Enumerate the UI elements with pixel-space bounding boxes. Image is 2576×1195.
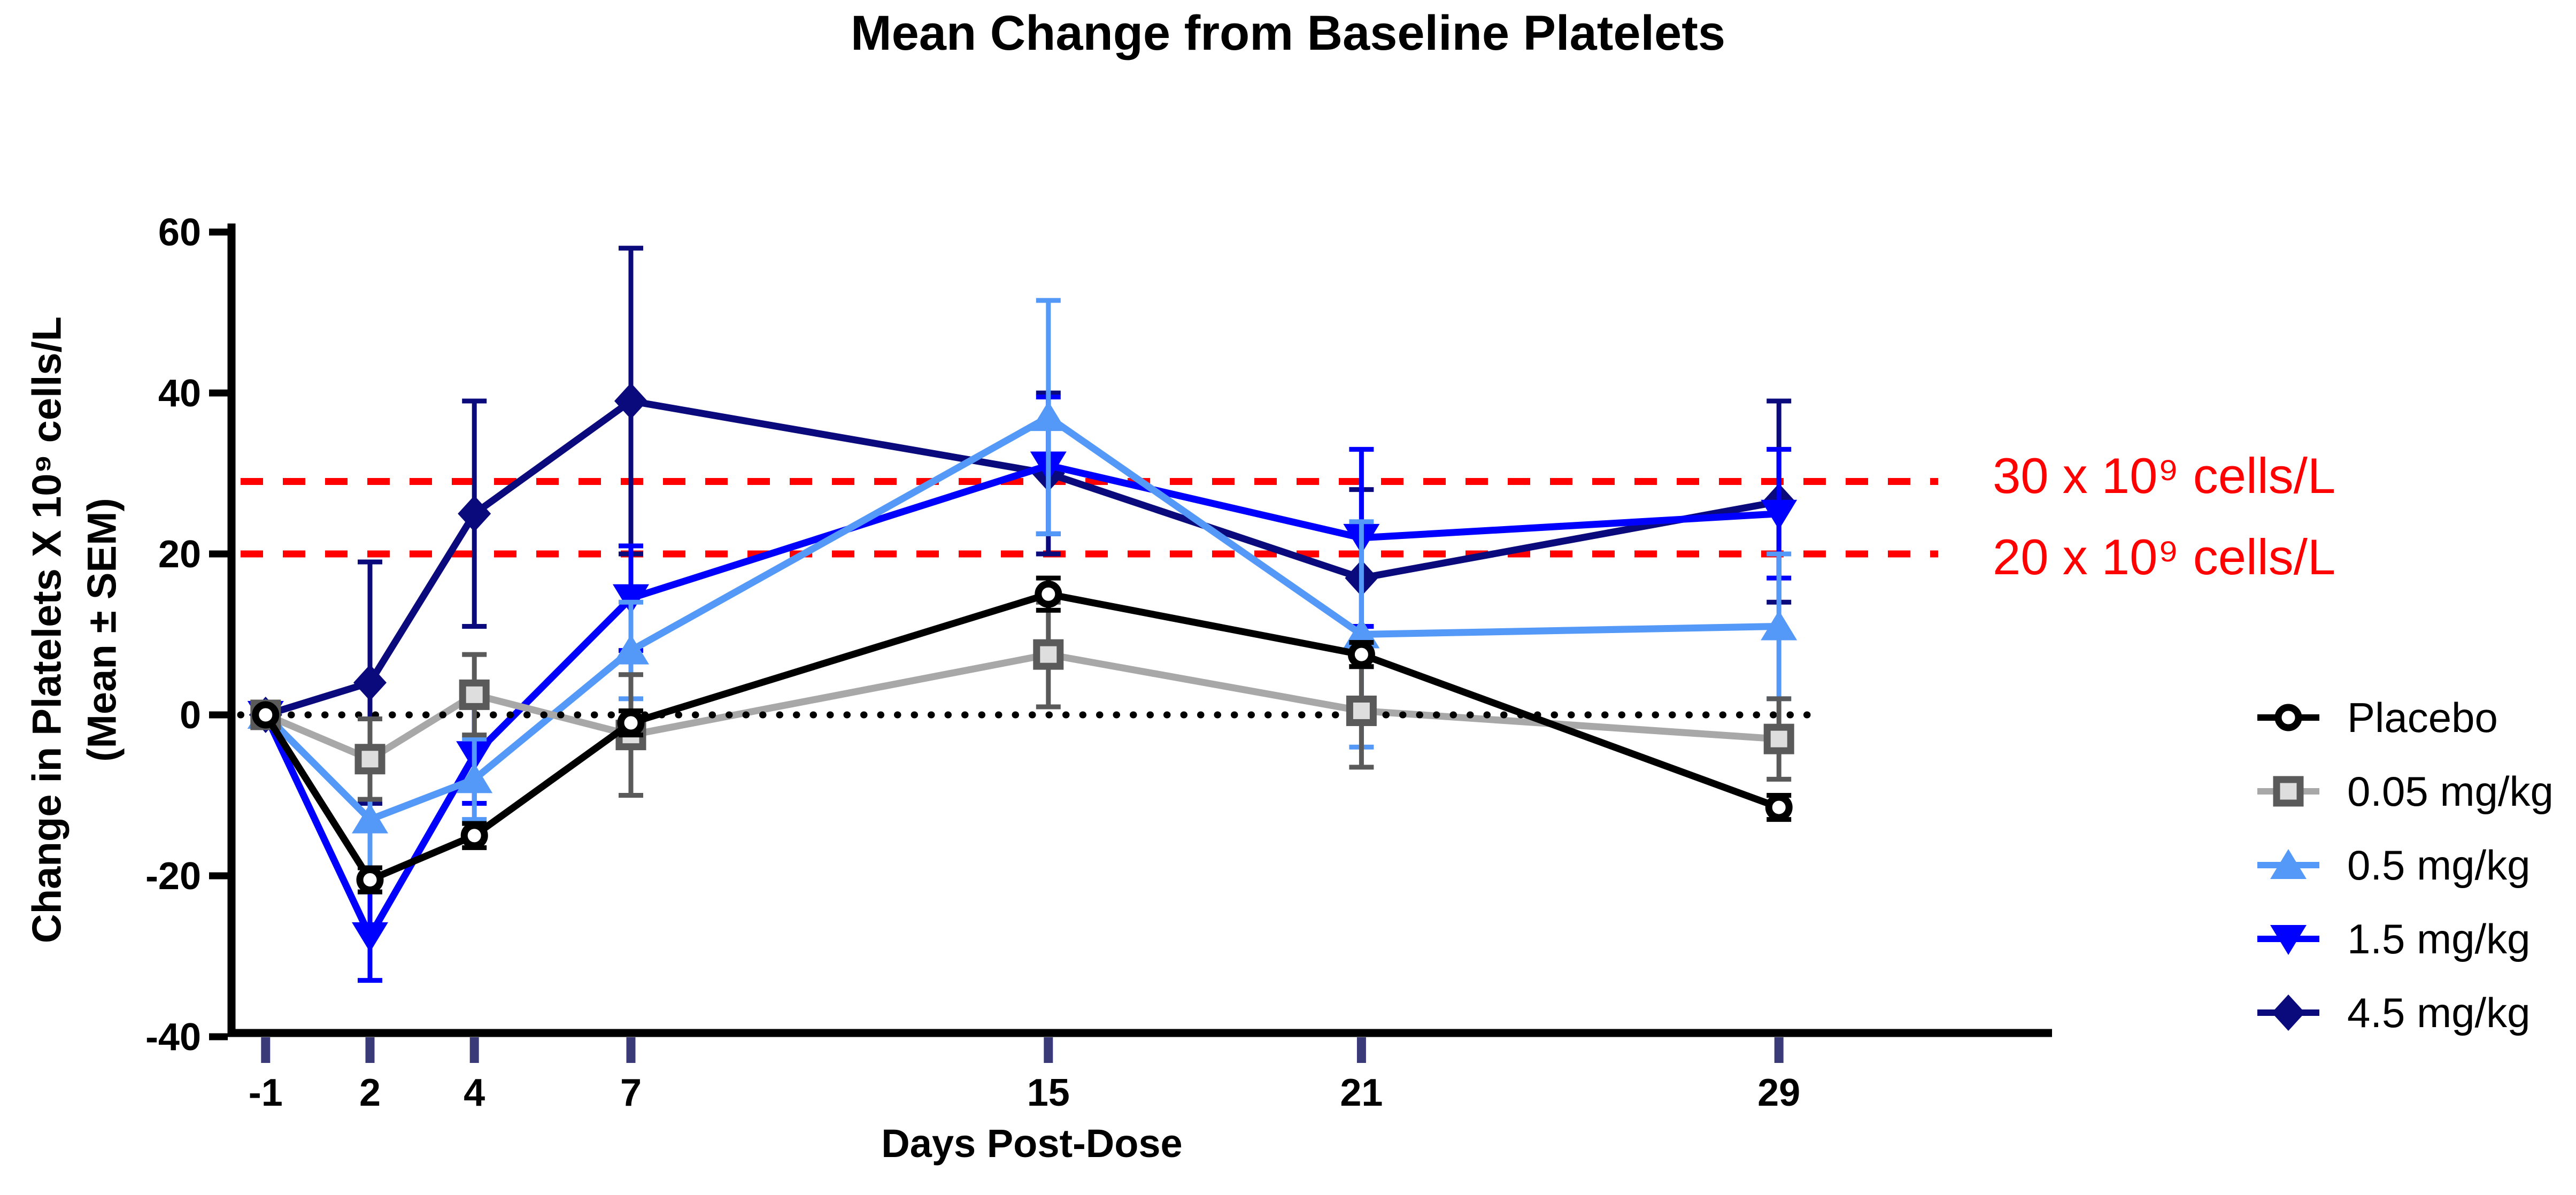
series-placebo-marker xyxy=(1035,580,1062,608)
legend-triangle-down-icon xyxy=(2270,925,2307,955)
series-0-5-mg-kg-marker xyxy=(352,803,388,834)
legend-item-4-5-mg-kg: 4.5 mg/kg xyxy=(2257,989,2531,1036)
legend-diamond-icon xyxy=(2272,994,2305,1031)
chart-title: Mean Change from Baseline Platelets xyxy=(850,6,1726,60)
legend-square-icon xyxy=(2273,776,2304,807)
legend-triangle-up-icon xyxy=(2270,849,2307,879)
series-4-5-mg-kg-marker xyxy=(614,383,647,420)
series-placebo-marker xyxy=(1765,793,1793,821)
series-placebo-marker xyxy=(356,866,384,894)
x-tick-label: 29 xyxy=(1757,1071,1800,1114)
x-tick-label: 2 xyxy=(359,1071,381,1114)
legend-label: 4.5 mg/kg xyxy=(2347,989,2531,1036)
x-tick-label: 21 xyxy=(1340,1071,1383,1114)
series-0-05-mg-kg-marker xyxy=(459,679,490,710)
x-tick-label: -1 xyxy=(249,1071,283,1114)
series-1-5-mg-kg-marker xyxy=(352,922,388,952)
x-tick-label: 7 xyxy=(620,1071,642,1114)
series-0-05-mg-kg xyxy=(250,599,1794,802)
x-tick-label: 15 xyxy=(1027,1071,1070,1114)
x-axis-label: Days Post-Dose xyxy=(881,1121,1183,1166)
series-0-5-mg-kg-marker xyxy=(1030,401,1067,431)
legend-item-0-5-mg-kg: 0.5 mg/kg xyxy=(2257,842,2531,889)
series-placebo-marker xyxy=(460,822,488,850)
series-0-05-mg-kg-marker xyxy=(1763,723,1794,754)
legend-item-placebo: Placebo xyxy=(2257,694,2498,741)
series-placebo-marker xyxy=(252,701,280,729)
series-0-05-mg-kg-line xyxy=(262,651,1783,763)
legend-label: Placebo xyxy=(2347,694,2498,741)
series-0-5-mg-kg-marker xyxy=(456,763,493,793)
legend: Placebo 0.05 mg/kg 0.5 mg/kg 1.5 mg/kg 4.5 m… xyxy=(2257,694,2554,1036)
axes: 60 40 20 0 -20 -40 -1 2 4 7 15 21 29 xyxy=(145,211,2052,1114)
refline-20-label: 20 x 10⁹ cells/L xyxy=(1993,529,2336,585)
series-4-5-mg-kg-line xyxy=(262,397,1783,719)
series-0-5-mg-kg-marker xyxy=(1761,610,1798,641)
y-tick-label: 40 xyxy=(158,372,201,415)
y-tick-label: -40 xyxy=(145,1016,201,1059)
series-4-5-mg-kg-marker xyxy=(458,495,491,532)
series-0-05-mg-kg-marker xyxy=(1346,695,1377,726)
series-0-05-mg-kg-marker xyxy=(354,744,385,775)
series-placebo-marker xyxy=(617,709,645,737)
series-1-5-mg-kg-marker xyxy=(613,584,649,614)
x-tick-label: 4 xyxy=(464,1071,485,1114)
series-0-5-mg-kg-marker xyxy=(613,634,649,665)
series-0-05-mg-kg-marker xyxy=(1033,639,1064,670)
y-tick-label: 20 xyxy=(158,533,201,576)
legend-label: 0.5 mg/kg xyxy=(2347,842,2531,889)
series-0-5-mg-kg-line xyxy=(262,413,1783,823)
series-placebo xyxy=(252,575,1793,895)
legend-open-circle-icon xyxy=(2274,704,2302,731)
series-4-5-mg-kg-marker xyxy=(353,664,387,701)
refline-30-label: 30 x 10⁹ cells/L xyxy=(1993,448,2336,504)
legend-label: 1.5 mg/kg xyxy=(2347,915,2531,962)
y-tick-label: 60 xyxy=(158,211,201,254)
legend-item-1-5-mg-kg: 1.5 mg/kg xyxy=(2257,915,2531,962)
y-tick-label: 0 xyxy=(180,694,201,737)
series-placebo-marker xyxy=(1347,641,1375,668)
legend-label: 0.05 mg/kg xyxy=(2347,768,2554,815)
y-tick-label: -20 xyxy=(145,855,201,898)
legend-item-0-05-mg-kg: 0.05 mg/kg xyxy=(2257,768,2554,815)
series-0-05-mg-kg xyxy=(262,651,1783,763)
series-1-5-mg-kg-marker xyxy=(1761,499,1798,530)
